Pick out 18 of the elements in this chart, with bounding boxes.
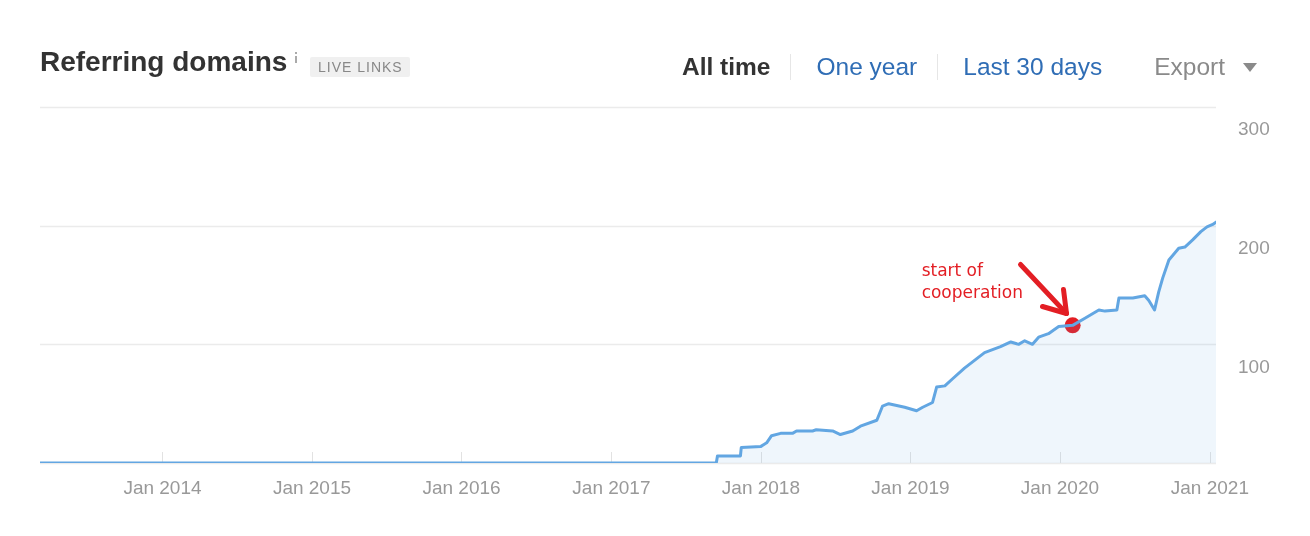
- chart-subtitle: LIVE LINKS: [310, 57, 410, 77]
- x-tick-label: Jan 2020: [1020, 476, 1100, 498]
- x-tick-label: Jan 2019: [871, 476, 950, 498]
- x-tick-label: Jan 2015: [272, 476, 352, 498]
- text: One year: [816, 53, 918, 81]
- x-tick-label: Jan 2021: [1170, 476, 1249, 498]
- x-tick-label: Jan 2014: [123, 476, 202, 498]
- y-tick-label: 200: [1238, 236, 1270, 258]
- text: Last 30 days: [963, 53, 1103, 81]
- x-tick-label: Jan 2018: [721, 476, 801, 498]
- chart-title: Referring domains: [40, 46, 288, 78]
- annotation: start of cooperation: [921, 259, 1024, 304]
- x-tick-label: Jan 2017: [572, 476, 651, 498]
- y-tick-label: 100: [1238, 355, 1270, 377]
- x-tick-label: Jan 2016: [422, 476, 501, 498]
- text: Export: [1154, 53, 1225, 81]
- text: All time: [681, 53, 771, 81]
- y-tick-label: 300: [1238, 118, 1270, 140]
